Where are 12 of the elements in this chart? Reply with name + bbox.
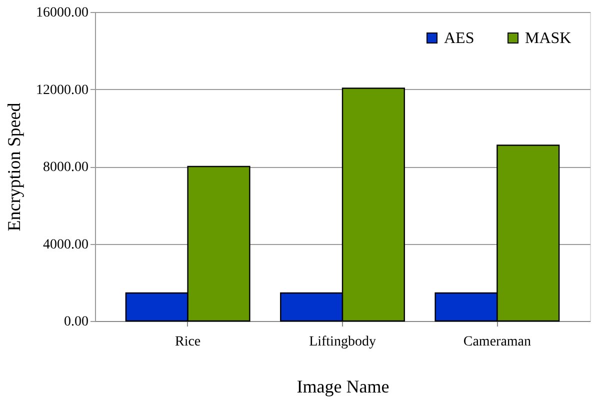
y-tick-label: 4000.00	[43, 237, 88, 252]
y-tick-label: 16000.00	[36, 6, 88, 20]
legend-label: MASK	[525, 30, 572, 47]
y-tick-label: 8000.00	[43, 160, 88, 175]
y-tick-label: 12000.00	[36, 82, 88, 98]
x-tick-label: Cameraman	[463, 334, 532, 350]
y-tick-label: 0.00	[64, 314, 88, 330]
y-axis-title: Encryption Speed	[4, 102, 24, 232]
x-axis-title: Image Name	[296, 376, 390, 396]
legend-label: AES	[444, 30, 474, 47]
x-tick-label: Liftingbody	[309, 334, 376, 350]
x-tick-label: Rice	[174, 334, 201, 350]
